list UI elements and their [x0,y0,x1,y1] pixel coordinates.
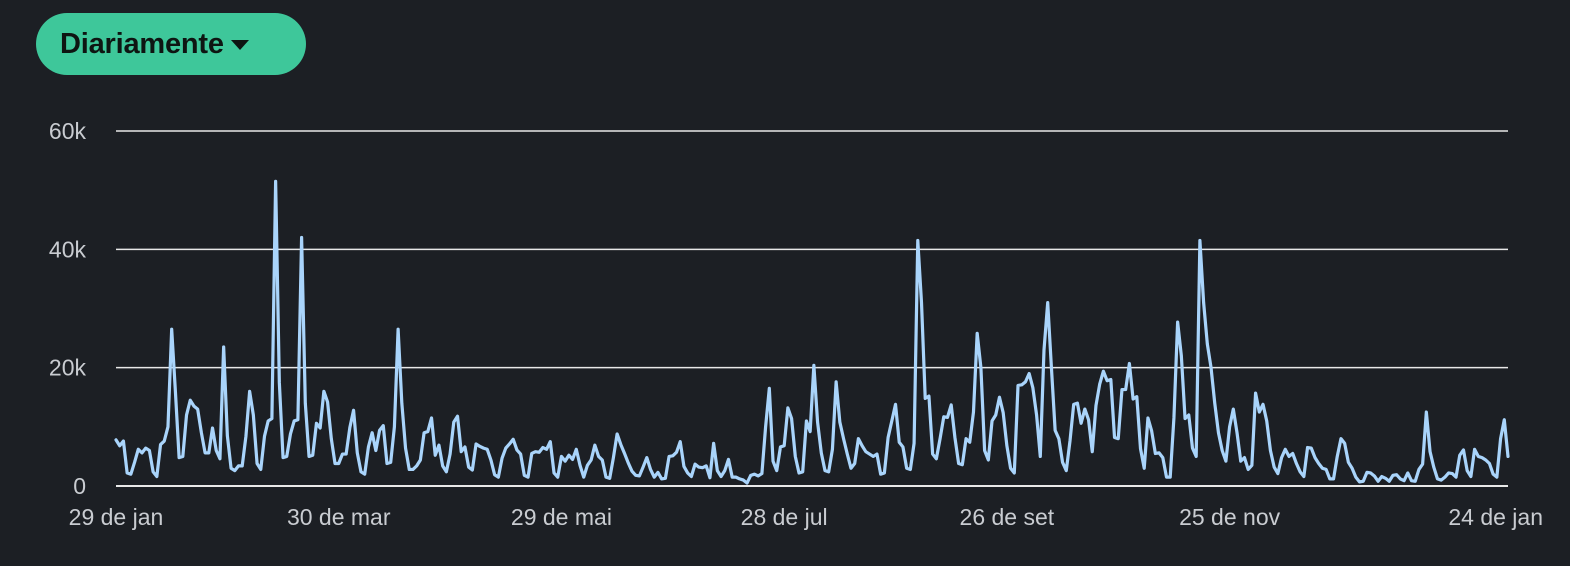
x-tick-label: 30 de mar [287,504,391,530]
gridlines [116,130,1508,487]
y-tick-label: 20k [49,355,87,381]
caret-down-icon [230,40,249,50]
y-tick-label: 40k [49,236,87,262]
y-axis-ticks: 0 20k 40k 60k [49,118,87,499]
x-tick-label: 26 de set [960,504,1055,530]
x-axis-ticks: 29 de jan 30 de mar 29 de mai 28 de jul 26 d… [69,504,1543,530]
series-line-layer [114,179,1510,485]
period-dropdown-button[interactable]: Diariamente [36,13,306,75]
x-tick-label: 29 de jan [69,504,164,530]
x-tick-label: 28 de jul [741,504,828,530]
period-dropdown-label: Diariamente [60,27,224,60]
x-tick-label: 24 de jan [1448,504,1543,530]
series-line [114,179,1510,485]
x-tick-label: 29 de mai [511,504,612,530]
y-tick-label: 0 [73,473,86,499]
y-tick-label: 60k [49,118,87,144]
x-tick-label: 25 de nov [1179,504,1281,530]
